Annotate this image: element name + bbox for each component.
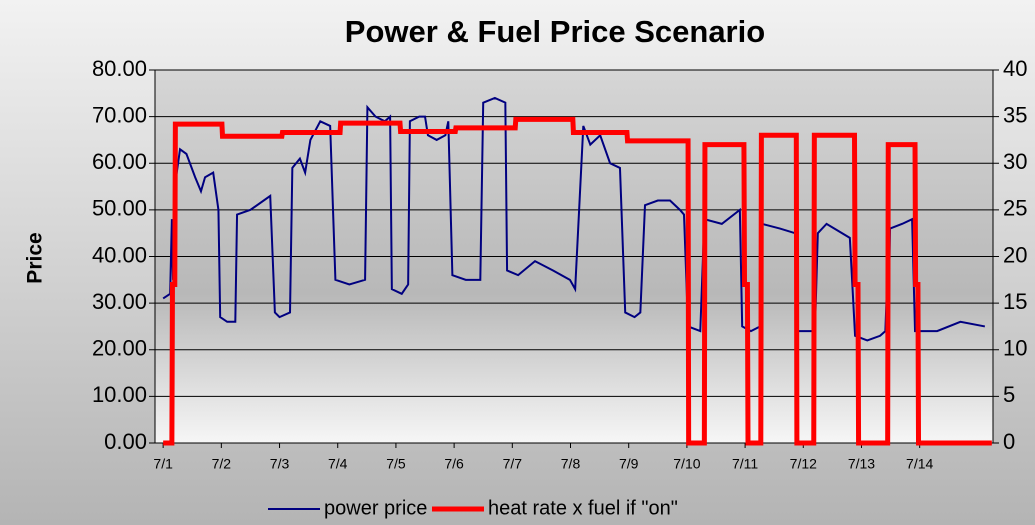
- y-tick-label: 30.00: [92, 289, 147, 314]
- x-tick-label: 7/3: [270, 456, 290, 472]
- x-tick-label: 7/2: [212, 456, 232, 472]
- chart-title: Power & Fuel Price Scenario: [345, 14, 765, 49]
- y2-tick-label: 20: [1003, 242, 1027, 267]
- y-tick-label: 40.00: [92, 242, 147, 267]
- y-tick-label: 10.00: [92, 382, 147, 407]
- y2-tick-label: 35: [1003, 102, 1027, 127]
- x-tick-label: 7/1: [153, 456, 173, 472]
- x-tick-label: 7/6: [444, 456, 464, 472]
- y2-tick-label: 40: [1003, 56, 1027, 81]
- legend-label: heat rate x fuel if "on": [488, 497, 678, 519]
- x-tick-label: 7/7: [503, 456, 523, 472]
- y2-tick-label: 5: [1003, 382, 1015, 407]
- y2-tick-label: 15: [1003, 289, 1027, 314]
- legend-label: power price: [324, 497, 427, 519]
- plot-border: [154, 69, 994, 444]
- y2-tick-label: 25: [1003, 196, 1027, 221]
- y-tick-label: 0.00: [104, 429, 147, 454]
- x-tick-label: 7/11: [732, 456, 758, 472]
- x-tick-label: 7/5: [386, 456, 406, 472]
- x-tick-label: 7/8: [561, 456, 581, 472]
- x-tick-label: 7/14: [906, 456, 933, 472]
- y-axis-label: Price: [24, 232, 47, 283]
- x-tick-label: 7/12: [790, 456, 817, 472]
- x-tick-label: 7/10: [673, 456, 700, 472]
- y-tick-label: 70.00: [92, 102, 147, 127]
- y2-tick-label: 0: [1003, 429, 1015, 454]
- y-tick-label: 20.00: [92, 336, 147, 361]
- x-tick-label: 7/13: [848, 456, 875, 472]
- y-tick-label: 80.00: [92, 56, 147, 81]
- y2-tick-label: 30: [1003, 149, 1027, 174]
- y2-tick-label: 10: [1003, 336, 1027, 361]
- y-tick-label: 60.00: [92, 149, 147, 174]
- x-tick-label: 7/4: [328, 456, 348, 472]
- y-tick-label: 50.00: [92, 196, 147, 221]
- x-tick-label: 7/9: [619, 456, 639, 472]
- series-line: [163, 116, 992, 446]
